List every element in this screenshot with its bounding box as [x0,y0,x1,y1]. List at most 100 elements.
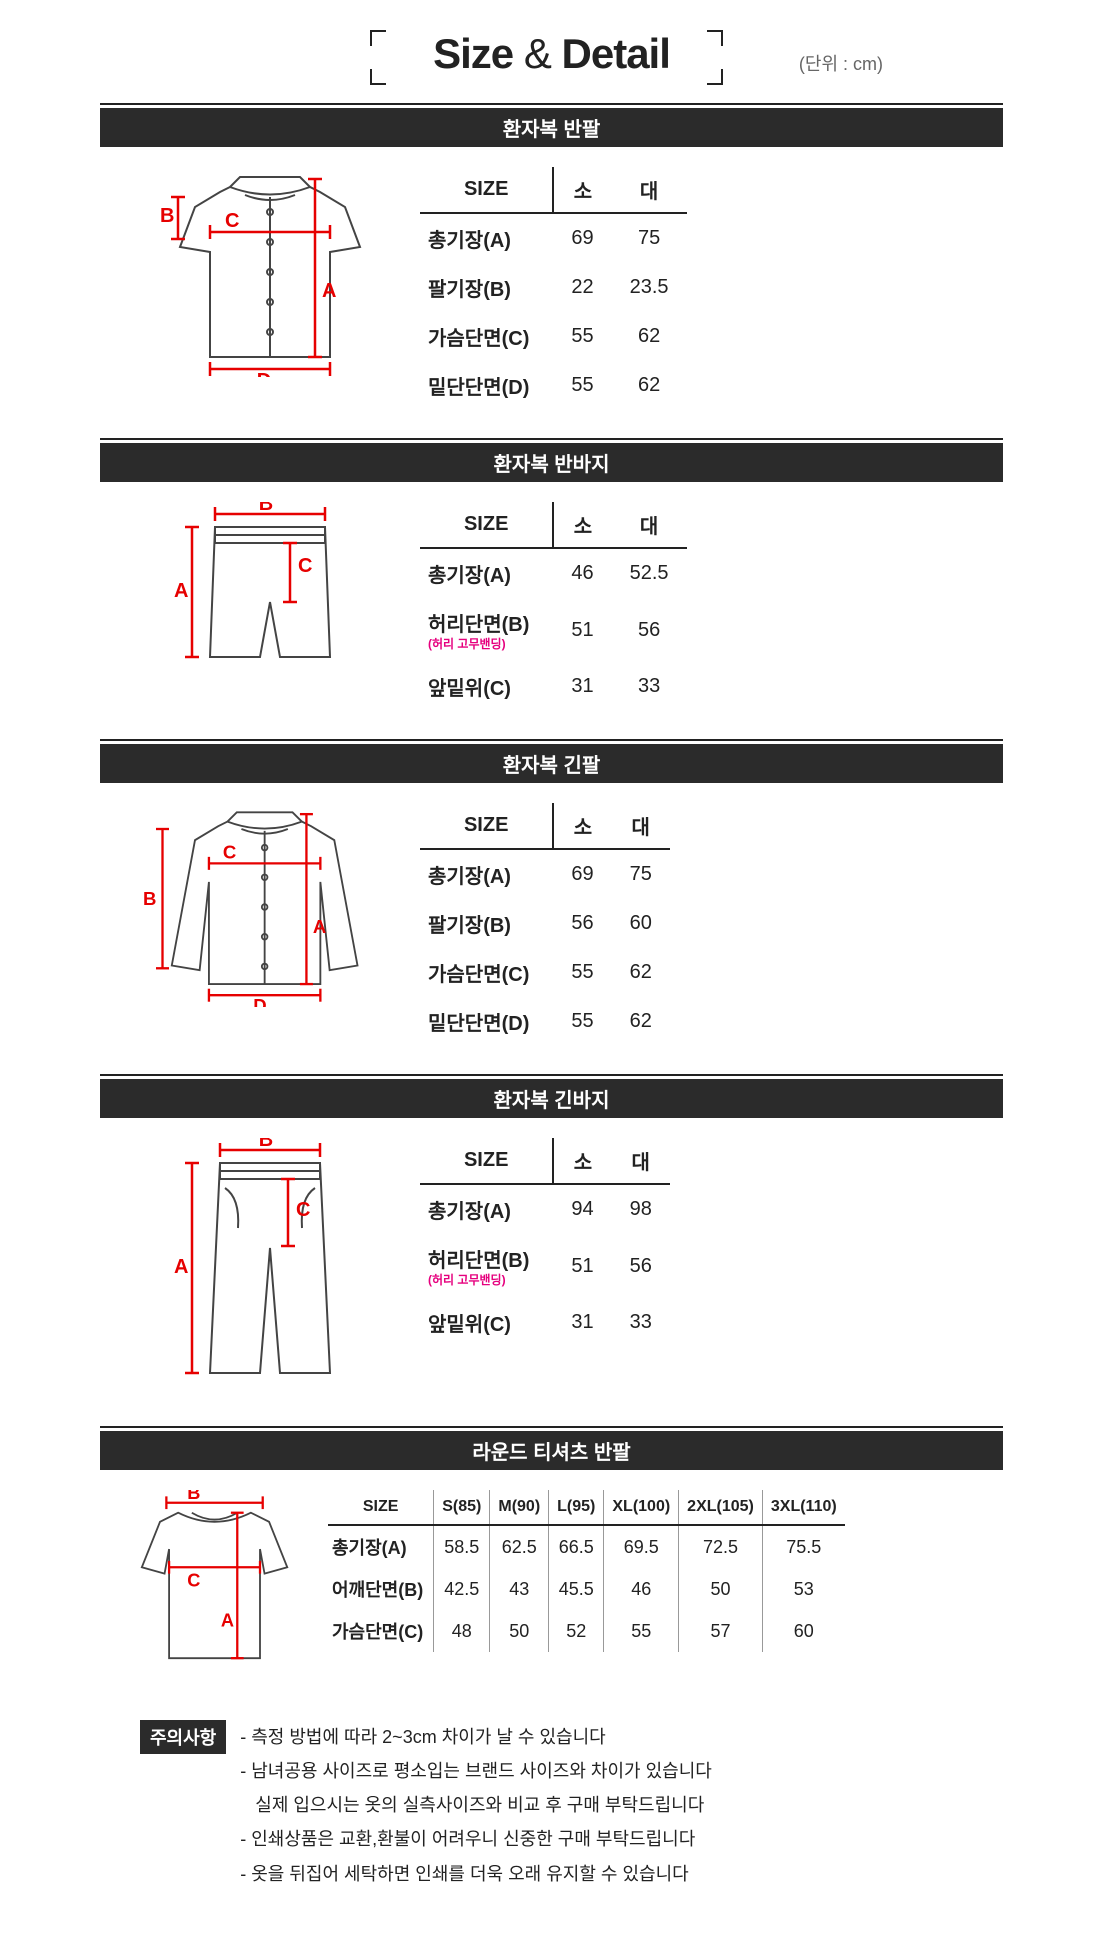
row-label: 가슴단면(C) [328,1610,434,1652]
size-table: SIZE 소 대 총기장(A)9498 허리단면(B)(허리 고무밴딩)5156… [420,1138,670,1347]
th-size: SIZE [420,502,553,548]
cell: 50 [490,1610,549,1652]
section-title: 환자복 반바지 [100,443,1003,482]
cell: 52.5 [612,548,687,598]
row-label: 허리단면(B)(허리 고무밴딩) [420,1234,553,1298]
cell: 75 [612,213,687,263]
th-size: SIZE [328,1490,434,1525]
th-col: L(95) [549,1490,604,1525]
cell: 55 [553,312,611,361]
row-label: 앞밑위(C) [420,662,553,711]
row-label: 허리단면(B)(허리 고무밴딩) [420,598,553,662]
row-label: 팔기장(B) [420,263,553,312]
note-line: - 남녀공용 사이즈로 평소입는 브랜드 사이즈와 차이가 있습니다 [240,1754,712,1788]
section-block: B A C SIZE 소 대 총기장(A)4652.5 허리단면(B)(허리 고… [100,502,1003,739]
cell: 55 [604,1610,679,1652]
cell: 48 [434,1610,490,1652]
title-wrap: Size & Detail (단위 : cm) [100,20,1003,103]
svg-text:C: C [223,842,236,863]
cell: 43 [490,1568,549,1610]
th-size: SIZE [420,803,553,849]
notes-list: - 측정 방법에 따라 2~3cm 차이가 날 수 있습니다 - 남녀공용 사이… [240,1720,712,1891]
section-title: 환자복 긴바지 [100,1079,1003,1118]
th-col: 대 [612,1138,670,1184]
cell: 72.5 [679,1525,763,1568]
cell: 62 [612,948,670,997]
divider [100,103,1003,105]
row-label: 가슴단면(C) [420,312,553,361]
size-table: SIZE 소 대 총기장(A)6975 팔기장(B)5660 가슴단면(C)55… [420,803,670,1046]
cell: 66.5 [549,1525,604,1568]
cell: 33 [612,662,687,711]
divider [100,739,1003,741]
svg-text:A: A [322,280,336,302]
cell: 57 [679,1610,763,1652]
row-label: 밑단단면(D) [420,997,553,1046]
title-detail: Detail [562,30,670,77]
cell: 31 [553,662,611,711]
svg-text:C: C [187,1570,200,1590]
th-col: M(90) [490,1490,549,1525]
cell: 58.5 [434,1525,490,1568]
cell: 98 [612,1184,670,1234]
svg-text:A: A [174,580,188,602]
section-block: A B C D SIZE 소 대 총기장(A)6975 팔기장(B)2223.5 [100,167,1003,438]
svg-text:B: B [160,205,174,227]
note-line: - 옷을 뒤집어 세탁하면 인쇄를 더욱 오래 유지할 수 있습니다 [240,1857,712,1891]
section-title: 라운드 티셔츠 반팔 [100,1431,1003,1470]
cell: 56 [553,899,611,948]
cell: 55 [553,948,611,997]
cell: 45.5 [549,1568,604,1610]
note-line: - 인쇄상품은 교환,환불이 어려우니 신중한 구매 부탁드립니다 [240,1822,712,1856]
row-label: 총기장(A) [420,548,553,598]
cell: 69 [553,213,611,263]
note-line: - 측정 방법에 따라 2~3cm 차이가 날 수 있습니다 [240,1720,712,1754]
svg-text:B: B [259,502,273,515]
cell: 51 [553,598,611,662]
cell: 62.5 [490,1525,549,1568]
row-label: 총기장(A) [328,1525,434,1568]
cell: 33 [612,1298,670,1347]
cell: 56 [612,598,687,662]
diagram-long-pants: B A C [130,1138,390,1398]
notes-badge: 주의사항 [140,1720,226,1754]
cell: 62 [612,312,687,361]
svg-text:B: B [187,1490,200,1503]
size-table: SIZE 소 대 총기장(A)6975 팔기장(B)2223.5 가슴단면(C)… [420,167,687,410]
row-sublabel: (허리 고무밴딩) [428,635,529,652]
title-size: Size [433,30,513,77]
svg-text:C: C [296,1199,310,1221]
th-col: XL(100) [604,1490,679,1525]
row-label: 가슴단면(C) [420,948,553,997]
section-title: 환자복 반팔 [100,108,1003,147]
note-line: 실제 입으시는 옷의 실측사이즈와 비교 후 구매 부탁드립니다 [240,1788,712,1822]
row-label: 총기장(A) [420,213,553,263]
row-label-text: 허리단면(B) [428,614,529,636]
th-col: 3XL(110) [762,1490,844,1525]
cell: 46 [553,548,611,598]
page-title: Size & Detail [433,30,670,78]
cell: 46 [604,1568,679,1610]
cell: 69 [553,849,611,899]
th-size: SIZE [420,167,553,213]
th-col: 소 [553,167,611,213]
cell: 22 [553,263,611,312]
svg-text:A: A [221,1610,234,1630]
th-col: 대 [612,803,670,849]
divider [100,1426,1003,1428]
cell: 23.5 [612,263,687,312]
cell: 62 [612,997,670,1046]
row-label: 앞밑위(C) [420,1298,553,1347]
decor-corner [707,69,723,85]
th-col: 소 [553,803,611,849]
diagram-long-sleeve-shirt: A B C D [130,803,390,1007]
section-title: 환자복 긴팔 [100,744,1003,783]
size-table-6col: SIZE S(85) M(90) L(95) XL(100) 2XL(105) … [328,1490,845,1652]
cell: 42.5 [434,1568,490,1610]
th-size: SIZE [420,1138,553,1184]
cell: 60 [612,899,670,948]
row-label: 팔기장(B) [420,899,553,948]
cell: 94 [553,1184,611,1234]
row-label-text: 허리단면(B) [428,1250,529,1272]
row-label: 총기장(A) [420,1184,553,1234]
